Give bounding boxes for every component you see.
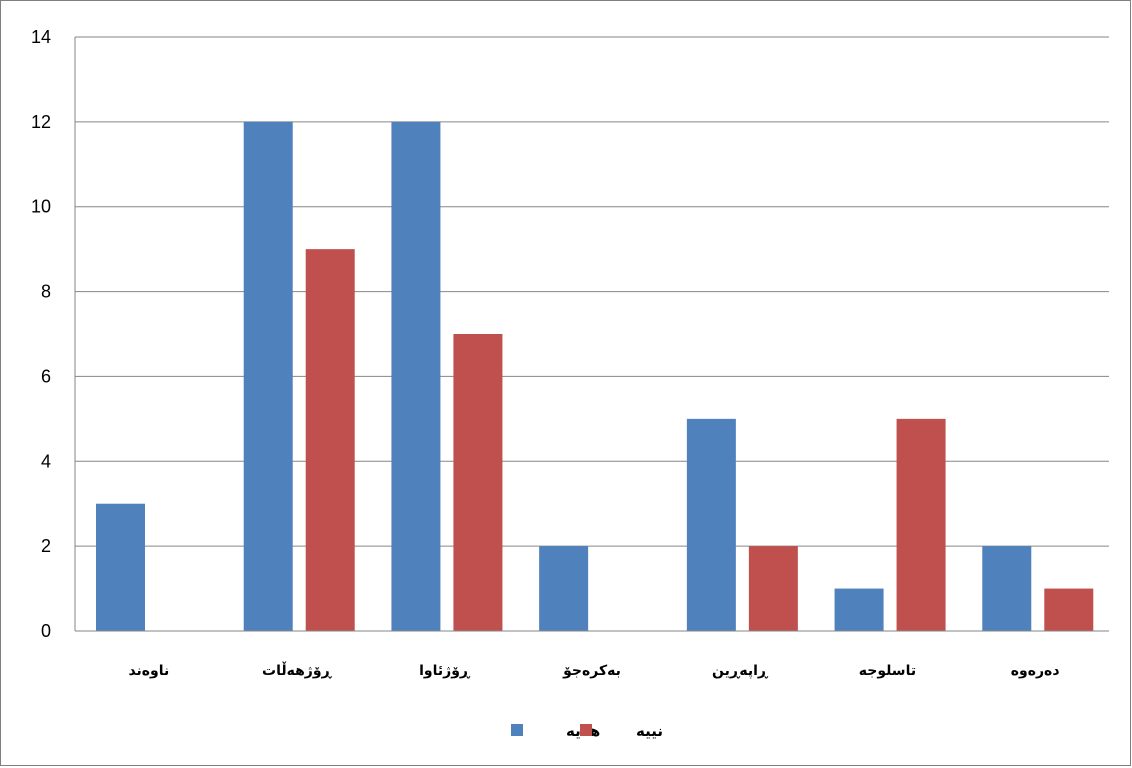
x-tick-label: ڕاپەڕین: [712, 663, 769, 679]
bar: [453, 334, 503, 631]
legend-label: نییە: [636, 722, 663, 740]
bar: [96, 503, 145, 631]
bar: [243, 121, 293, 631]
bar: [539, 546, 589, 631]
x-tick-label: تاسلوجە: [859, 663, 916, 679]
y-tick-label: 14: [31, 27, 51, 47]
x-tick-label: ڕۆژئاوا: [419, 663, 471, 679]
x-tick-label: دەرەوە: [1011, 663, 1060, 679]
x-tick-label: ڕۆژهەڵات: [262, 661, 333, 679]
x-tick-label: بەکرەجۆ: [562, 663, 621, 679]
y-tick-label: 12: [31, 112, 51, 132]
bar: [305, 249, 355, 631]
y-tick-label: 6: [41, 366, 51, 386]
legend-swatch: [511, 724, 523, 736]
bar: [391, 121, 441, 631]
y-tick-label: 8: [41, 282, 51, 302]
y-tick-label: 2: [41, 536, 51, 556]
bar: [896, 418, 946, 631]
x-tick-label: ناوەند: [128, 663, 169, 679]
bar: [982, 546, 1032, 631]
y-tick-label: 0: [41, 621, 51, 641]
bar: [834, 588, 884, 631]
y-tick-label: 10: [31, 197, 51, 217]
bar: [1044, 588, 1094, 631]
bar: [748, 546, 798, 631]
y-tick-label: 4: [41, 451, 51, 471]
legend-swatch: [580, 724, 592, 736]
bar: [686, 418, 736, 631]
